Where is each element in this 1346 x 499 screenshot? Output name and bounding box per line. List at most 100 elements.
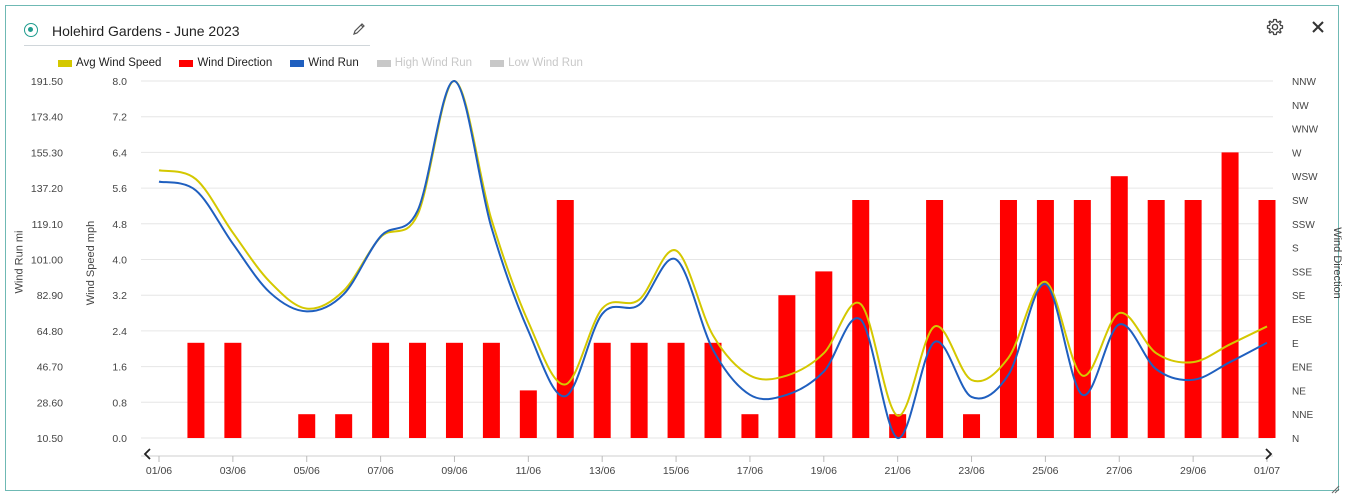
y-tick-label-wind-speed: 8.0 — [112, 76, 127, 88]
gear-icon[interactable] — [1265, 17, 1285, 37]
legend-label: Wind Run — [308, 57, 359, 69]
wind-direction-bar — [1258, 200, 1276, 438]
y-tick-label-wind-direction: ESE — [1292, 315, 1312, 326]
y-tick-label-wind-direction: WSW — [1292, 172, 1318, 183]
chevron-right-icon[interactable] — [1265, 448, 1273, 460]
legend-item-wind-direction[interactable]: Wind Direction — [179, 57, 272, 69]
chevron-left-icon[interactable] — [143, 448, 151, 460]
y-tick-label-wind-speed: 4.8 — [112, 219, 127, 231]
y-tick-label-wind-direction: NNE — [1292, 410, 1313, 421]
wind-direction-bar — [224, 342, 242, 438]
y-tick-label-wind-run: 64.80 — [37, 326, 63, 338]
x-tick-label: 29/06 — [1180, 465, 1206, 477]
y-tick-label-wind-run: 28.60 — [37, 397, 63, 409]
resize-handle-icon[interactable] — [1330, 484, 1340, 494]
wind-direction-bar — [963, 414, 981, 438]
legend-label: Wind Direction — [197, 57, 273, 69]
wind-direction-bar — [593, 342, 611, 438]
x-tick-label: 09/06 — [441, 465, 467, 477]
wind-direction-bar — [187, 342, 205, 438]
y-tick-label-wind-run: 119.10 — [32, 219, 63, 231]
x-tick-label: 21/06 — [885, 465, 911, 477]
wind-direction-bar — [372, 342, 390, 438]
legend-label: Avg Wind Speed — [76, 57, 162, 69]
wind-direction-bar — [298, 414, 316, 438]
x-tick-label: 27/06 — [1106, 465, 1132, 477]
x-tick-label: 19/06 — [811, 465, 837, 477]
y-tick-label-wind-run: 46.70 — [37, 362, 63, 374]
wind-direction-bar — [741, 414, 759, 438]
y-tick-label-wind-speed: 0.8 — [112, 397, 127, 409]
legend-label: High Wind Run — [394, 57, 473, 69]
y-tick-label-wind-direction: SSW — [1292, 220, 1315, 231]
y-tick-label-wind-direction: NNW — [1292, 77, 1316, 88]
wind-direction-bar — [519, 390, 537, 438]
chart-plot: 8.0 191.50 7.2 173.40 6.4 155.30 5.6 137.20 4.8 1… — [31, 76, 1319, 477]
y-tick-label-wind-direction: NW — [1292, 101, 1309, 112]
radio-dot-icon[interactable] — [24, 23, 38, 37]
title-bar: Holehird Gardens - June 2023 — [24, 19, 370, 46]
legend-swatch — [179, 59, 194, 67]
wind-direction-bar — [409, 342, 427, 438]
wind-direction-bar — [1184, 200, 1202, 438]
y-tick-label-wind-direction: SE — [1292, 291, 1306, 302]
wind-direction-bar — [1073, 200, 1091, 438]
y-tick-label-wind-speed: 2.4 — [112, 326, 127, 338]
wind-direction-bar — [1221, 152, 1239, 438]
wind-direction-bar — [704, 342, 722, 438]
x-tick-label: 25/06 — [1032, 465, 1058, 477]
wind-direction-bar — [556, 200, 574, 438]
legend-item-low-wind-run[interactable]: Low Wind Run — [490, 57, 583, 69]
wind-direction-bar — [999, 200, 1017, 438]
y-tick-label-wind-speed: 6.4 — [112, 147, 127, 159]
legend-item-avg-wind-speed[interactable]: Avg Wind Speed — [58, 57, 161, 69]
x-tick-label: 13/06 — [589, 465, 615, 477]
widget-title[interactable]: Holehird Gardens - June 2023 — [52, 23, 240, 39]
y-tick-label-wind-direction: NE — [1292, 386, 1306, 397]
y-tick-label-wind-run: 155.30 — [31, 147, 63, 159]
legend-item-wind-run[interactable]: Wind Run — [290, 57, 359, 69]
y-tick-label-wind-speed: 5.6 — [112, 183, 127, 195]
legend-swatch — [290, 59, 305, 67]
x-tick-label: 07/06 — [367, 465, 393, 477]
x-tick-label: 17/06 — [737, 465, 763, 477]
y-tick-label-wind-direction: W — [1292, 148, 1302, 159]
wind-direction-bar — [815, 271, 833, 438]
x-tick-label: 01/06 — [146, 465, 172, 477]
wind-direction-bar — [1110, 176, 1128, 438]
legend-swatch — [376, 59, 391, 67]
wind-direction-bar — [667, 342, 685, 438]
y-tick-label-wind-direction: SW — [1292, 196, 1309, 207]
y-tick-label-wind-direction: WNW — [1292, 125, 1319, 136]
x-tick-label: 11/06 — [516, 465, 542, 477]
y-tick-label-wind-speed: 1.6 — [112, 362, 127, 374]
y-tick-label-wind-speed: 7.2 — [112, 112, 127, 124]
wind-direction-bar — [445, 342, 463, 438]
y-tick-label-wind-direction: SSE — [1292, 267, 1312, 278]
chart-widget: Holehird Gardens - June 2023 Avg Wind Sp… — [5, 5, 1343, 494]
wind-direction-bar — [778, 295, 796, 438]
x-tick-label: 15/06 — [663, 465, 689, 477]
pencil-icon[interactable] — [351, 21, 367, 37]
x-tick-label: 05/06 — [294, 465, 320, 477]
wind-direction-bar — [335, 414, 353, 438]
x-tick-label: 01/07 — [1254, 465, 1280, 477]
y-tick-label-wind-run: 82.90 — [37, 290, 63, 302]
y-tick-label-wind-direction: E — [1292, 339, 1299, 350]
wind-direction-bar — [482, 342, 500, 438]
x-tick-label: 03/06 — [220, 465, 246, 477]
x-tick-label: 23/06 — [958, 465, 984, 477]
y-tick-label-wind-run: 10.50 — [37, 433, 63, 445]
y-tick-label-wind-run: 173.40 — [31, 112, 63, 124]
y-tick-label-wind-direction: ENE — [1292, 363, 1313, 374]
y-tick-label-wind-speed: 3.2 — [112, 290, 127, 302]
close-icon[interactable] — [1308, 17, 1328, 37]
wind-run-line — [158, 80, 1268, 440]
legend-swatch — [58, 59, 72, 67]
legend-item-high-wind-run[interactable]: High Wind Run — [376, 57, 473, 69]
y-tick-label-wind-direction: N — [1292, 434, 1299, 445]
wind-direction-bar — [926, 200, 944, 438]
wind-direction-bar — [1036, 200, 1054, 438]
wind-direction-bar — [1147, 200, 1165, 438]
chart-legend: Avg Wind Speed Wind Direction Wind Run High… — [58, 55, 601, 71]
